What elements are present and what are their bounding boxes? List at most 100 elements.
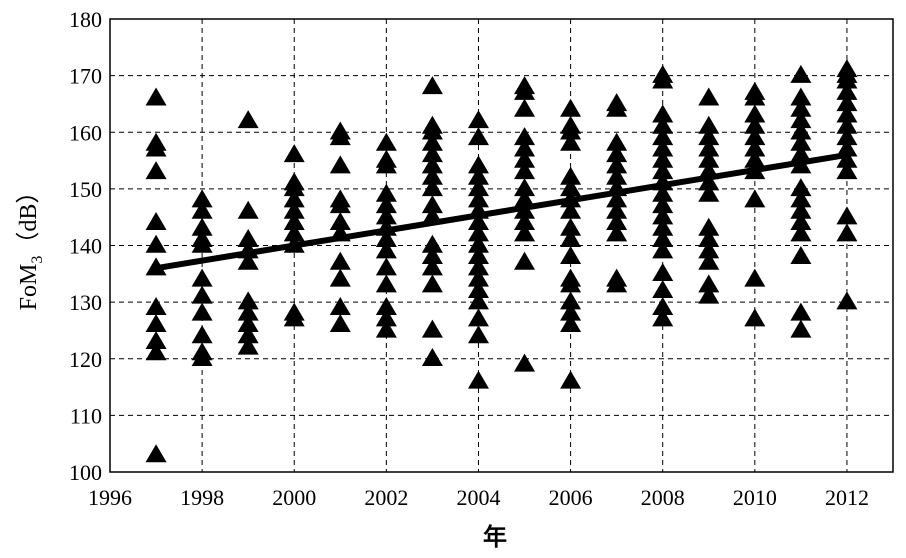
data-point-1999-3 — [237, 302, 259, 321]
data-point-2003-2 — [421, 274, 443, 293]
y-axis-label-subscript: 3 — [29, 256, 46, 264]
data-point-2006-6 — [560, 246, 582, 265]
x-axis-label: 年 — [483, 523, 507, 551]
data-point-2000-1 — [283, 302, 305, 321]
x-tick-label-2002: 2002 — [364, 485, 408, 510]
data-point-1998-3 — [191, 302, 213, 321]
y-axis-label: FoM3（dB） — [16, 180, 46, 311]
data-point-2010-5 — [744, 138, 766, 157]
data-point-2001-7 — [329, 189, 351, 208]
data-point-2007-1 — [606, 268, 628, 287]
data-point-2002-5 — [375, 240, 397, 259]
data-point-2002-8 — [375, 206, 397, 225]
data-point-2008-16 — [652, 104, 674, 123]
data-point-1997-2 — [145, 330, 167, 349]
data-point-1997-7 — [145, 212, 167, 231]
data-point-2008-18 — [652, 64, 674, 83]
data-point-1997-10 — [145, 132, 167, 151]
data-point-1998-1 — [191, 342, 213, 361]
y-axis-label-main: FoM — [16, 264, 42, 311]
data-point-1997-4 — [145, 296, 167, 315]
data-point-2011-10 — [790, 132, 812, 151]
data-point-2010-0 — [744, 308, 766, 327]
data-point-2005-10 — [514, 127, 536, 146]
data-point-2008-14 — [652, 127, 674, 146]
data-point-2001-5 — [329, 212, 351, 231]
data-point-2003-12 — [421, 132, 443, 151]
data-point-2010-2 — [744, 189, 766, 208]
data-point-2010-7 — [744, 115, 766, 134]
data-point-2008-9 — [652, 183, 674, 202]
data-point-2006-5 — [560, 268, 582, 287]
data-point-2011-2 — [790, 246, 812, 265]
data-point-2003-5 — [421, 234, 443, 253]
data-point-2004-6 — [467, 257, 489, 276]
data-point-2009-11 — [698, 127, 720, 146]
data-point-2006-12 — [560, 166, 582, 185]
data-point-2006-8 — [560, 217, 582, 236]
data-point-2007-2 — [606, 223, 628, 242]
data-point-2012-5 — [836, 138, 858, 157]
x-tick-labels: 1996 1998 2000 2002 2004 2006 2008 2010 2012 — [88, 485, 869, 510]
data-point-2007-12 — [606, 93, 628, 112]
data-point-2003-9 — [421, 166, 443, 185]
data-point-2008-2 — [652, 280, 674, 298]
data-point-2004-15 — [467, 155, 489, 174]
data-point-2006-16 — [560, 98, 582, 117]
data-point-2009-13 — [698, 87, 720, 106]
data-point-2012-2 — [836, 206, 858, 225]
data-point-2005-9 — [514, 138, 536, 157]
data-point-2009-10 — [698, 138, 720, 157]
data-point-1998-9 — [191, 200, 213, 219]
data-point-2011-7 — [790, 178, 812, 197]
y-tick-label-180: 180 — [69, 7, 102, 32]
data-point-1999-5 — [237, 251, 259, 270]
data-point-2006-1 — [560, 313, 582, 332]
data-point-2009-1 — [698, 274, 720, 293]
data-point-2002-0 — [375, 319, 397, 338]
grid — [110, 19, 893, 472]
data-point-1998-4 — [191, 285, 213, 304]
data-point-2000-3 — [283, 223, 305, 242]
data-point-2005-0 — [514, 353, 536, 372]
trend-line — [153, 151, 850, 272]
data-point-2005-7 — [514, 161, 536, 180]
data-point-2009-4 — [698, 229, 720, 248]
data-point-2004-9 — [467, 223, 489, 242]
data-point-2012-8 — [836, 104, 858, 123]
data-point-2011-1 — [790, 302, 812, 321]
data-point-2012-0 — [836, 291, 858, 310]
data-point-2012-3 — [836, 161, 858, 180]
x-tick-label-2000: 2000 — [272, 485, 316, 510]
x-tick-label-1998: 1998 — [180, 485, 224, 510]
x-tick-label-2008: 2008 — [641, 485, 685, 510]
data-point-2010-6 — [744, 127, 766, 146]
data-point-2006-11 — [560, 178, 582, 197]
data-point-2001-10 — [329, 121, 351, 140]
data-point-2009-0 — [698, 285, 720, 304]
data-point-2007-3 — [606, 212, 628, 231]
data-point-2012-9 — [836, 93, 858, 112]
data-point-2004-17 — [467, 110, 489, 129]
data-point-2005-1 — [514, 251, 536, 270]
data-point-2003-1 — [421, 319, 443, 338]
data-point-2008-4 — [652, 240, 674, 259]
data-point-2000-4 — [283, 212, 305, 231]
data-point-2012-1 — [836, 223, 858, 242]
data-point-1997-6 — [145, 234, 167, 253]
data-point-2004-16 — [467, 127, 489, 146]
plot-frame — [109, 18, 894, 473]
data-point-2011-13 — [790, 98, 812, 117]
data-point-2002-3 — [375, 274, 397, 293]
data-point-2003-10 — [421, 155, 443, 174]
data-point-2006-9 — [560, 200, 582, 219]
data-point-1999-8 — [237, 200, 259, 219]
data-point-2009-5 — [698, 217, 720, 236]
data-point-2000-6 — [283, 189, 305, 208]
data-point-2007-4 — [606, 200, 628, 219]
data-point-2008-11 — [652, 161, 674, 180]
data-point-2003-7 — [421, 195, 443, 214]
data-point-2011-12 — [790, 110, 812, 129]
y-tick-label-150: 150 — [69, 177, 102, 202]
data-point-2001-2 — [329, 268, 351, 287]
